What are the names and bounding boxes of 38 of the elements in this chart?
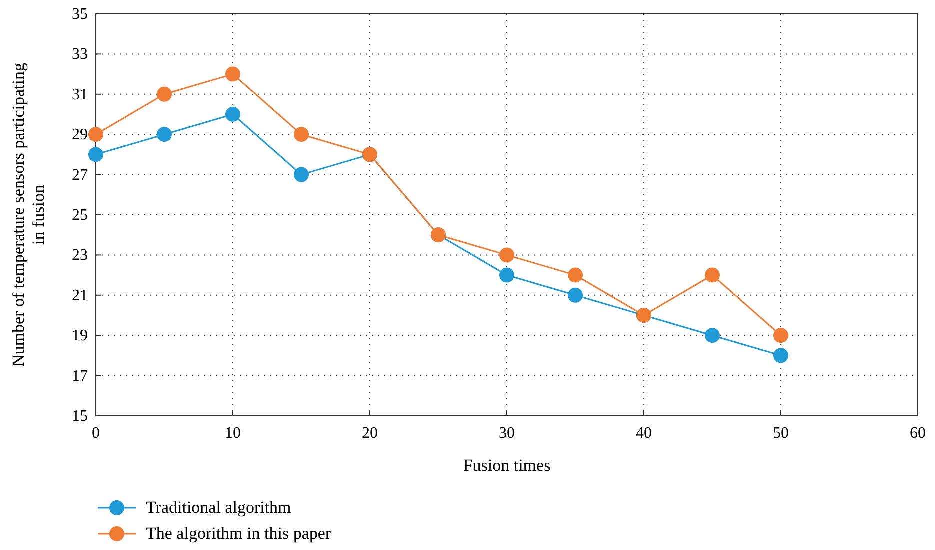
y-tick-label: 23 bbox=[72, 247, 88, 264]
x-axis-title: Fusion times bbox=[463, 456, 551, 475]
point bbox=[226, 66, 240, 82]
y-axis-title: Number of temperature sensors participating in fusion bbox=[9, 62, 48, 368]
point bbox=[705, 328, 720, 344]
x-tick-label: 60 bbox=[910, 425, 926, 442]
point bbox=[774, 328, 788, 344]
point bbox=[774, 348, 788, 364]
y-tick-label: 27 bbox=[72, 166, 88, 184]
point bbox=[500, 268, 514, 283]
x-tick-label: 40 bbox=[636, 425, 652, 442]
y-tick-label: 29 bbox=[72, 126, 88, 144]
y-tick-label: 17 bbox=[72, 368, 88, 385]
point bbox=[500, 248, 514, 263]
point bbox=[568, 268, 583, 283]
y-tick-label: 21 bbox=[72, 287, 88, 304]
x-tick-label: 10 bbox=[225, 425, 241, 442]
y-tick-label: 33 bbox=[72, 46, 88, 64]
point bbox=[568, 288, 583, 303]
x-tick-label: 20 bbox=[362, 425, 378, 442]
legend-label: The algorithm in this paper bbox=[146, 524, 332, 543]
y-tick-label: 15 bbox=[72, 408, 88, 425]
y-tick-label: 31 bbox=[72, 86, 88, 104]
x-tick-label: 30 bbox=[499, 425, 515, 442]
point bbox=[294, 167, 309, 182]
point bbox=[294, 127, 309, 142]
y-tick-label: 19 bbox=[72, 328, 88, 345]
point bbox=[157, 127, 172, 142]
legend-label: Traditional algorithm bbox=[146, 498, 292, 517]
y-tick-label: 25 bbox=[72, 207, 88, 224]
point bbox=[705, 268, 720, 283]
x-tick-label: 0 bbox=[92, 425, 100, 442]
point bbox=[88, 127, 104, 142]
y-tick-label: 35 bbox=[72, 6, 88, 23]
x-tick-label: 50 bbox=[773, 425, 789, 442]
point bbox=[88, 147, 104, 162]
point bbox=[157, 86, 172, 102]
point bbox=[226, 107, 240, 122]
